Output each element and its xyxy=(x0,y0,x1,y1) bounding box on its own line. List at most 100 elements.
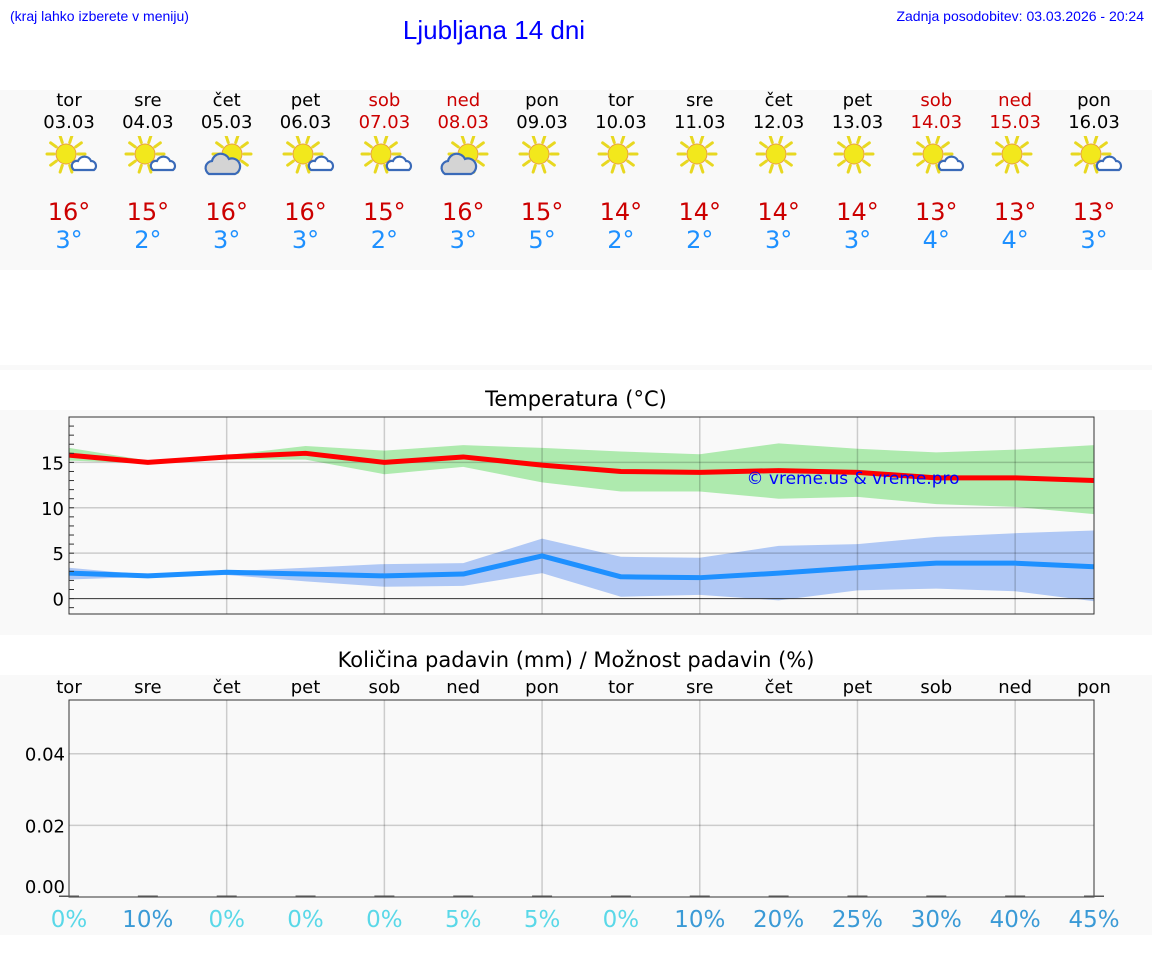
y-tick-label: 0.02 xyxy=(25,816,65,837)
sunny-icon xyxy=(817,134,897,180)
day-name: sob xyxy=(920,90,953,111)
precipitation-panel xyxy=(0,675,1152,935)
precip-bar xyxy=(689,895,710,897)
precip-probability: 0% xyxy=(208,907,245,933)
max-temp: 13° xyxy=(993,198,1037,226)
y-tick-label: 0.04 xyxy=(25,745,65,766)
x-day-label: pon xyxy=(1077,677,1111,698)
x-day-label: sre xyxy=(134,677,161,698)
day-name: sre xyxy=(686,90,714,111)
day-date: 06.03 xyxy=(279,112,332,133)
min-temp: 2° xyxy=(607,226,635,254)
day-date: 13.03 xyxy=(831,112,884,133)
x-day-label: sre xyxy=(686,677,713,698)
max-temp: 14° xyxy=(599,198,643,226)
precip-bar xyxy=(847,895,868,897)
precip-bar xyxy=(926,895,947,897)
plot-frame xyxy=(68,416,1095,615)
x-day-label: ned xyxy=(998,677,1032,698)
max-temp: 14° xyxy=(757,198,800,226)
daily-forecast-strip: tor 03.03 16° 3° sre 04.03 15° 2° čet 05.03 16° 3° p… xyxy=(0,90,1152,270)
precip-bar xyxy=(137,895,158,897)
sunny-icon xyxy=(502,134,582,180)
precip-bar xyxy=(1005,895,1026,897)
precip-probability: 0% xyxy=(51,907,88,933)
x-day-label: pet xyxy=(843,677,873,698)
max-temp: 13° xyxy=(915,198,958,226)
partly-cloudy-icon xyxy=(344,134,424,180)
day-name: čet xyxy=(764,90,793,111)
day-name: pon xyxy=(525,90,559,111)
watermark: © vreme.us & vreme.pro xyxy=(746,469,959,489)
day-name: pet xyxy=(290,90,321,111)
day-date: 08.03 xyxy=(437,112,489,133)
plot-frame xyxy=(68,699,1095,898)
partly-cloudy-icon xyxy=(108,134,188,180)
sunny-icon xyxy=(660,134,740,180)
partly-cloudy-icon xyxy=(266,134,346,180)
day-date: 03.03 xyxy=(43,112,95,133)
precip-probability: 10% xyxy=(122,907,173,933)
precip-probability: 40% xyxy=(990,907,1041,933)
day-name: čet xyxy=(212,90,241,111)
day-name: tor xyxy=(56,90,82,111)
max-temp: 13° xyxy=(1072,198,1116,226)
day-date: 09.03 xyxy=(516,112,568,133)
min-temp: 3° xyxy=(291,226,320,254)
precip-probability: 0% xyxy=(287,907,324,933)
min-temp: 2° xyxy=(686,226,714,254)
mostly-cloudy-icon xyxy=(187,134,267,180)
y-tick-label: 15 xyxy=(41,453,64,474)
min-temp: 4° xyxy=(1001,226,1029,254)
precip-probability: 0% xyxy=(603,907,640,933)
min-temp: 2° xyxy=(134,226,162,254)
day-date: 11.03 xyxy=(674,112,726,133)
max-temp: 15° xyxy=(520,198,564,226)
x-day-label: ned xyxy=(446,677,480,698)
min-temp: 3° xyxy=(449,226,477,254)
day-name: pon xyxy=(1077,90,1111,111)
max-temp: 15° xyxy=(126,198,170,226)
min-temp: 3° xyxy=(843,226,872,254)
max-temp: 16° xyxy=(441,198,485,226)
precip-bar xyxy=(1084,895,1104,897)
day-name: sre xyxy=(134,90,162,111)
max-temp: 16° xyxy=(47,198,91,226)
x-day-label: pet xyxy=(291,677,321,698)
x-day-label: sob xyxy=(920,677,952,698)
precip-bar xyxy=(453,895,474,897)
sunny-icon xyxy=(739,134,819,180)
y-tick-label: 5 xyxy=(53,544,64,565)
x-day-label: čet xyxy=(213,677,241,698)
min-temp-line xyxy=(68,553,1095,581)
day-date: 14.03 xyxy=(910,112,963,133)
divider xyxy=(0,365,1152,370)
day-name: pet xyxy=(842,90,873,111)
min-temp: 4° xyxy=(922,226,950,254)
max-temp: 16° xyxy=(205,198,248,226)
min-temp: 3° xyxy=(55,226,83,254)
city-menu-hint: (kraj lahko izberete v meniju) xyxy=(10,8,189,24)
day-name: ned xyxy=(998,90,1033,111)
sunny-icon xyxy=(581,134,661,180)
x-day-label: tor xyxy=(56,677,82,698)
y-tick-label: 10 xyxy=(41,499,64,520)
precip-bar xyxy=(374,895,395,897)
day-name: ned xyxy=(446,90,481,111)
precip-bar xyxy=(295,895,316,897)
day-date: 10.03 xyxy=(595,112,647,133)
max-temp: 14° xyxy=(678,198,722,226)
day-name: tor xyxy=(608,90,634,111)
precip-probability: 45% xyxy=(1068,907,1119,933)
precip-probability: 10% xyxy=(674,907,725,933)
precip-bar xyxy=(59,895,79,897)
precip-bar xyxy=(768,895,789,897)
day-date: 12.03 xyxy=(752,112,805,133)
sunny-icon xyxy=(975,134,1055,180)
page-title: Ljubljana 14 dni xyxy=(402,15,586,45)
day-date: 16.03 xyxy=(1068,112,1120,133)
partly-cloudy-icon xyxy=(29,134,109,180)
mostly-cloudy-icon xyxy=(423,134,503,180)
